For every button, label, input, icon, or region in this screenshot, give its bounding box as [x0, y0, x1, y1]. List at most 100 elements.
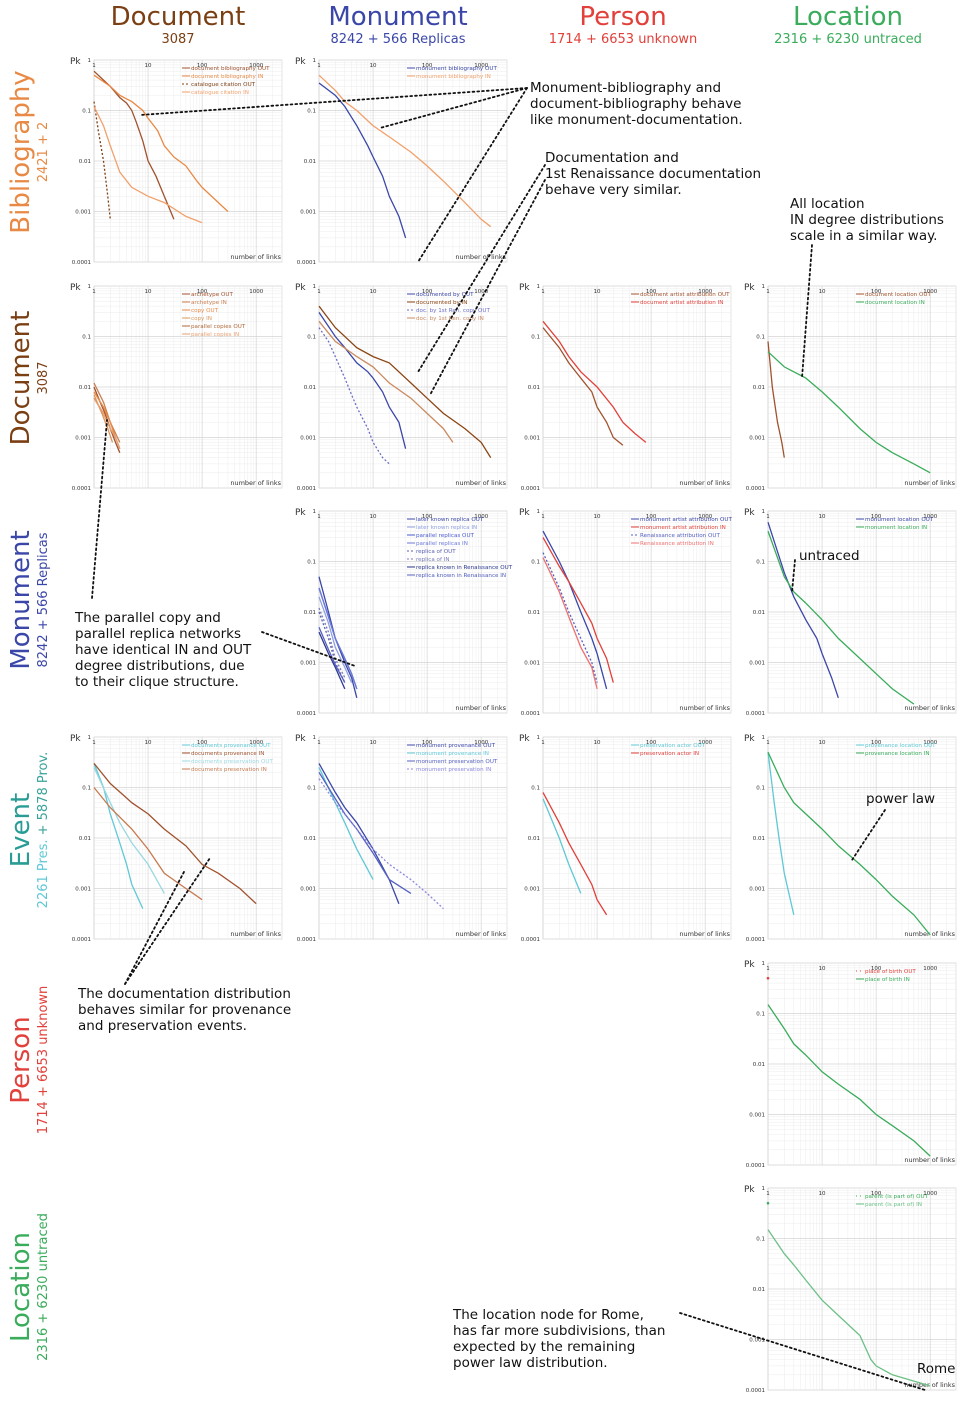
- series-line: [318, 607, 346, 678]
- y-tick-label: 0.001: [300, 210, 316, 216]
- x-tick-label: 1: [541, 289, 545, 295]
- annotation-line: behave very similar.: [545, 182, 682, 198]
- y-tick-label: 0.1: [82, 109, 91, 115]
- plot-mon-per: 1 10 100 1000 1 0.1 0.01 0.001 0.0001 Pk number of…: [519, 508, 732, 717]
- x-tick-label: 1000: [474, 289, 488, 295]
- annotation-line: behaves similar for provenance: [78, 1002, 292, 1018]
- plot-doc-per: 1 10 100 1000 1 0.1 0.01 0.001 0.0001 Pk number of…: [519, 283, 732, 492]
- column-header-document: Document 3087: [65, 2, 291, 47]
- x-tick-label: 1000: [923, 966, 937, 972]
- y-axis-label: Pk: [744, 734, 755, 744]
- x-tick-label: 1000: [474, 63, 488, 69]
- y-axis-label: Pk: [295, 508, 306, 518]
- y-tick-label: 0.0001: [72, 486, 91, 492]
- legend-label: parallel replicas OUT: [416, 533, 475, 539]
- x-axis-label: number of links: [904, 704, 955, 712]
- x-axis-label: number of links: [455, 479, 506, 487]
- x-tick-label: 1: [766, 966, 770, 972]
- y-tick-label: 1: [88, 58, 92, 64]
- y-axis-label: Pk: [295, 283, 306, 293]
- y-tick-label: 1: [762, 509, 766, 515]
- legend-label: copy IN: [191, 316, 212, 322]
- x-tick-label: 1000: [923, 514, 937, 520]
- x-tick-label: 1: [766, 1191, 770, 1197]
- legend-label: documented by IN: [416, 300, 467, 306]
- x-axis-label: number of links: [679, 479, 730, 487]
- annotation-line: have identical IN and OUT: [75, 642, 252, 658]
- x-tick-label: 1: [766, 514, 770, 520]
- legend-label: place of birth OUT: [865, 969, 916, 975]
- x-tick-label: 1000: [923, 1191, 937, 1197]
- annotation-line: and preservation events.: [78, 1018, 247, 1034]
- annotation-a3: All location IN degree distributions scale…: [790, 196, 944, 244]
- x-tick-label: 10: [370, 63, 377, 69]
- y-tick-label: 1: [313, 735, 317, 741]
- series-line: [93, 106, 203, 224]
- series-line: [767, 341, 785, 458]
- x-tick-label: 100: [871, 966, 882, 972]
- legend-label: documented by OUT: [416, 292, 474, 298]
- legend-label: monument provenance IN: [416, 751, 489, 757]
- x-tick-label: 10: [819, 514, 826, 520]
- legend-label: place of birth IN: [865, 977, 910, 983]
- y-tick-label: 0.001: [524, 887, 540, 893]
- series-line: [767, 530, 915, 705]
- annotation-line: degree distributions, due: [75, 658, 245, 674]
- x-tick-label: 10: [145, 740, 152, 746]
- y-tick-label: 0.01: [304, 836, 316, 842]
- y-tick-label: 1: [762, 1186, 766, 1192]
- legend-label: provenance location IN: [865, 751, 930, 757]
- annotation-a2: Documentation and 1st Renaissance documen…: [545, 150, 761, 198]
- plot-per-loc: 1 10 100 1000 1 0.1 0.01 0.001 0.0001 Pk number of…: [744, 960, 957, 1169]
- annotation-a9: Rome: [917, 1361, 956, 1377]
- annotation-line: like monument-documentation.: [530, 112, 743, 128]
- y-tick-label: 0.0001: [521, 711, 540, 717]
- x-tick-label: 100: [871, 289, 882, 295]
- series-line: [93, 397, 121, 449]
- legend-label: document location OUT: [865, 292, 931, 298]
- series-line: [542, 552, 598, 683]
- y-axis-label: Pk: [519, 508, 530, 518]
- y-tick-label: 1: [762, 961, 766, 967]
- column-header-person: Person 1714 + 6653 unknown: [510, 2, 736, 47]
- y-tick-label: 0.1: [82, 786, 91, 792]
- annotation-line: Rome: [917, 1361, 956, 1377]
- legend-label: archetype IN: [191, 300, 227, 306]
- series-line: [542, 327, 624, 446]
- legend-label: document bibliography IN: [191, 74, 263, 80]
- x-tick-label: 1000: [249, 289, 263, 295]
- x-tick-label: 1000: [474, 514, 488, 520]
- y-tick-label: 0.001: [749, 436, 765, 442]
- x-axis-label: number of links: [904, 479, 955, 487]
- legend-label: document bibliography OUT: [191, 66, 270, 72]
- x-tick-label: 100: [871, 740, 882, 746]
- legend-label: preservation actor OUT: [640, 743, 706, 749]
- y-tick-label: 0.01: [753, 385, 765, 391]
- legend-label: later known replica IN: [416, 525, 477, 531]
- legend-label: monument preservation OUT: [416, 759, 498, 765]
- x-tick-label: 10: [370, 514, 377, 520]
- x-axis-label: number of links: [230, 930, 281, 938]
- plot-bib-doc: 1 10 100 1000 1 0.1 0.01 0.001 0.0001 Pk number of…: [70, 57, 283, 266]
- x-tick-label: 1: [317, 740, 321, 746]
- column-title: Location: [793, 2, 903, 32]
- series-line: [767, 522, 839, 699]
- y-tick-label: 1: [537, 735, 541, 741]
- y-tick-label: 0.001: [75, 210, 91, 216]
- y-tick-label: 0.0001: [746, 711, 765, 717]
- annotation-line: 1st Renaissance documentation: [545, 166, 762, 182]
- x-axis-label: number of links: [230, 253, 281, 261]
- plot-evt-doc: 1 10 100 1000 1 0.1 0.01 0.001 0.0001 Pk number of…: [70, 734, 283, 943]
- x-tick-label: 1000: [249, 740, 263, 746]
- legend-label: archetype OUT: [191, 292, 233, 298]
- legend-label: monument bibliography IN: [416, 74, 491, 80]
- y-axis-label: Pk: [295, 57, 306, 67]
- legend-label: Renaissance attribution OUT: [640, 533, 720, 539]
- y-tick-label: 1: [762, 284, 766, 290]
- annotation-a5: The parallel copy and parallel replica ne…: [75, 610, 251, 690]
- y-tick-label: 1: [88, 735, 92, 741]
- y-tick-label: 0.001: [75, 887, 91, 893]
- x-tick-label: 1: [92, 63, 96, 69]
- series-line: [318, 320, 454, 443]
- y-tick-label: 0.0001: [746, 1388, 765, 1394]
